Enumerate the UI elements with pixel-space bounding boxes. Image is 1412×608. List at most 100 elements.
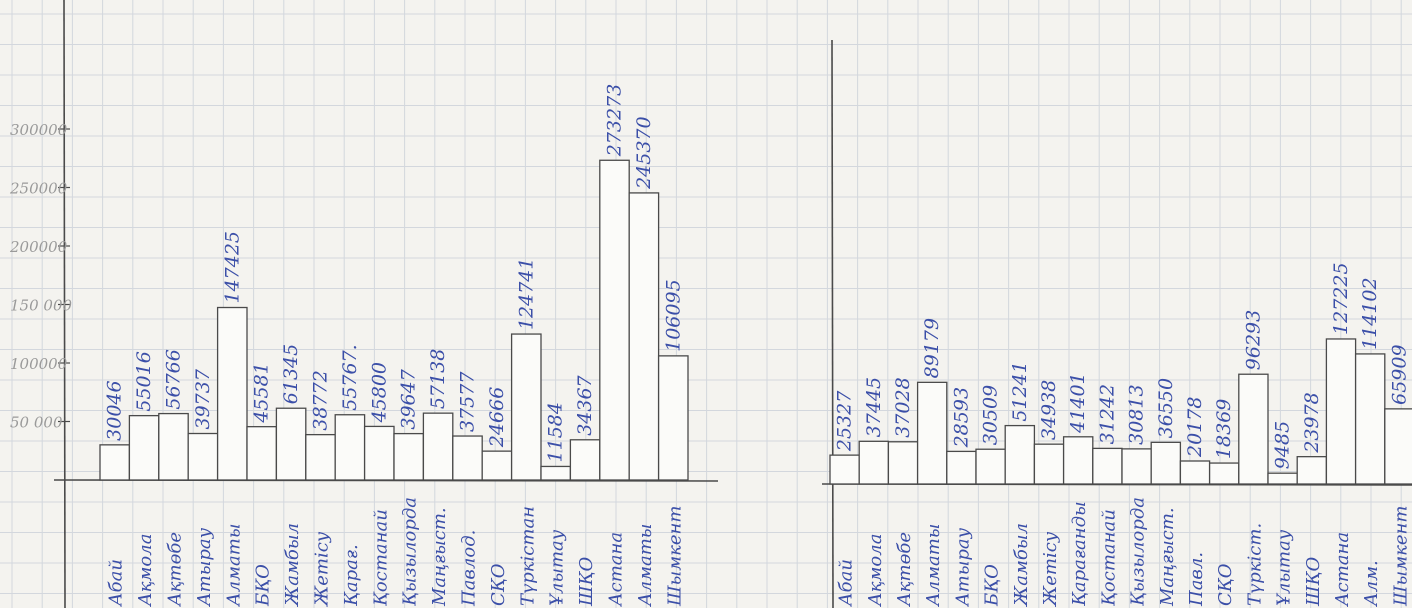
bar-value-label: 96293 [1242,310,1264,370]
bar [1238,373,1269,485]
bar-chart-2: 25327 Абай 37445 Ақмола 37028 Ақтөбе 89179 Алма… [821,39,1412,608]
bar [1004,424,1036,485]
bar [275,407,307,481]
bar-value-label: 245370 [633,116,655,190]
bar-value-label: 61345 [280,344,302,404]
bar-value-label: 55767. [339,344,361,410]
bar-value-label: 30813 [1126,384,1148,444]
category-label: Абай [106,559,127,608]
bar-value-label: 20178 [1184,397,1206,458]
bar-value-label: 23978 [1301,392,1323,453]
bar-value-label: 147425 [221,231,243,304]
category-label: ШҚО [1303,557,1324,607]
category-label: Павлод. [459,530,480,607]
category-label: Маңғыст. [429,507,450,607]
bar [1179,460,1211,485]
bar [569,439,601,481]
category-label: Қарағ. [341,544,362,607]
bar [187,432,219,481]
bar-value-label: 18369 [1213,399,1235,459]
bar-value-label: 37028 [892,377,914,437]
category-label: Қызылорда [400,497,421,607]
category-label: Шымкент [1390,506,1411,607]
bar-value-label: 89179 [921,318,943,378]
y-tick-label: 100000 [10,355,68,373]
bar-value-label: 36550 [1155,378,1177,438]
category-label: Атырау [194,527,215,608]
bar-value-label: 45581 [251,362,273,423]
bar [1150,441,1182,485]
bar [1267,472,1298,485]
category-label: Абай [836,559,857,608]
bar-value-label: 39737 [192,368,214,429]
bar-value-label: 273273 [604,84,626,158]
bar-value-label: 45800 [368,362,390,423]
category-label: Ақтөбе [894,532,915,608]
category-label: Алм. [1361,560,1382,608]
bar-value-label: 28593 [950,387,972,448]
category-label: СҚО [488,563,509,606]
y-tick-label: 300000 [10,121,68,139]
category-label: Жамбыл [282,523,303,608]
category-label: Түркіст. [1244,523,1265,606]
bar-value-label: 56766 [163,349,185,409]
category-label: СҚО [1215,563,1236,606]
bar [1121,448,1152,485]
bar [1208,462,1240,485]
category-label: Ақтөбе [165,532,186,608]
bar [510,333,542,481]
category-label: Жамбыл [1011,523,1032,608]
bar [216,306,248,481]
category-label: Шымкент [664,506,685,607]
bar-value-label: 51241 [1009,361,1031,421]
bar [1325,338,1357,485]
bar-value-label: 41401 [1067,372,1089,433]
y-tick-label: 150 000 [10,297,72,315]
bar [334,414,366,481]
bar-value-label: 37577 [457,371,479,432]
category-label: Астана [1332,532,1353,608]
category-label: Атырау [952,527,973,608]
category-label: Маңғыст. [1157,507,1178,607]
category-label: Алматы [923,524,944,608]
bar [657,355,689,481]
category-label: Жетісу [312,531,333,608]
bar-value-label: 106095 [662,279,684,352]
bar [540,465,572,481]
y-tick-label: 200000 [9,238,68,256]
bar-value-label: 30046 [104,380,126,440]
bar [829,454,860,485]
bar [946,450,977,485]
bar-chart-1: 50 000 100000 150 000 200000 250000 300000 300… [9,0,719,608]
bar [158,412,189,481]
category-label: БҚО [253,564,274,607]
bar [422,412,454,481]
bar [975,448,1006,485]
bar-value-label: 65909 [1388,344,1410,404]
bar-value-label: 55016 [133,351,155,411]
bar [99,444,131,481]
category-label: Ақмола [135,534,156,608]
bar [452,435,483,481]
bar [1033,443,1065,485]
y-axis [831,39,834,608]
bar [1062,436,1094,485]
bar [363,425,395,481]
bar [1092,447,1123,485]
category-label: Қарағанды [1069,501,1090,607]
y-tick-label: 250000 [9,180,68,198]
category-label: Ұлытау [1274,529,1295,606]
bar-value-label: 24666 [486,387,508,448]
bar-value-label: 9485 [1272,421,1294,469]
bar-value-label: 25327 [834,390,856,452]
category-label: Қызылорда [1128,497,1149,607]
bar-value-label: 124741 [515,258,537,331]
bar-value-label: 127225 [1330,262,1352,335]
bar-value-label: 114102 [1359,277,1381,350]
bar-value-label: 57138 [427,349,449,409]
bar-value-label: 38772 [310,370,332,430]
category-label: Алматы [223,524,244,608]
